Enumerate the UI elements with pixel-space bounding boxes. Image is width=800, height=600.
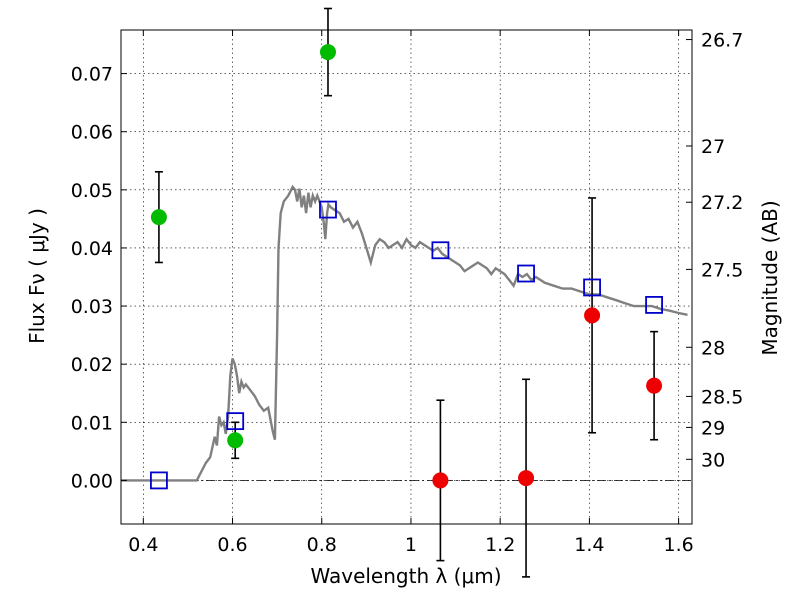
y-tick-label: 0.06	[71, 122, 113, 144]
sed-curve	[121, 184, 688, 482]
x-tick-label: 1	[405, 534, 417, 556]
plot-frame	[120, 29, 693, 525]
grid	[121, 30, 692, 524]
detection-point	[319, 44, 336, 61]
y-tick-label: 0.03	[71, 296, 113, 318]
detection-point	[227, 432, 244, 449]
model-photometry-square	[517, 264, 535, 283]
mag-tick-label: 26.7	[701, 30, 743, 52]
model-photometry-square	[431, 241, 450, 260]
non-detection-point	[646, 377, 663, 394]
mag-tick-label: 29	[701, 417, 725, 439]
y-tick-label: 0.04	[71, 238, 113, 260]
mag-tick-label: 28	[701, 337, 725, 359]
x-tick-label: 0.8	[307, 534, 337, 556]
model-photometry-square	[226, 412, 245, 431]
model-photometry-square	[150, 471, 168, 490]
ticks	[121, 30, 692, 524]
model-photometry-square	[583, 278, 601, 297]
mag-tick-label: 27	[701, 136, 725, 158]
x-tick-label: 1.4	[574, 534, 604, 556]
non-detection-point	[432, 472, 449, 489]
mag-tick-label: 27.2	[701, 192, 743, 214]
y-tick-label: 0.01	[71, 412, 113, 434]
tick-labels: 0.4 0.6 0.8 1 1.2 1.4 1.6 0.00 0.01 0.02 0.03 0.04 0…	[71, 30, 744, 556]
y2-axis-label: Magnitude (AB)	[758, 200, 782, 355]
x-axis-label: Wavelength λ (μm)	[310, 564, 501, 588]
model-photometry-square	[319, 200, 337, 219]
detection-point	[150, 209, 167, 226]
x-tick-label: 0.4	[128, 534, 158, 556]
mag-tick-label: 27.5	[701, 259, 743, 281]
model-sed	[121, 184, 688, 482]
mag-tick-label: 28.5	[701, 386, 743, 408]
markers	[150, 44, 663, 490]
y-axis-label: Flux Fν ( μJy )	[25, 208, 49, 344]
y-tick-label: 0.02	[71, 354, 113, 376]
y-tick-label: 0.05	[71, 180, 113, 202]
non-detection-point	[584, 307, 601, 324]
model-photometry-square	[645, 295, 663, 314]
mag-tick-label: 30	[701, 449, 725, 471]
non-detection-point	[518, 470, 535, 487]
x-tick-label: 1.6	[664, 534, 694, 556]
x-tick-label: 0.6	[217, 534, 247, 556]
x-tick-label: 1.2	[485, 534, 515, 556]
y-tick-label: 0.07	[71, 64, 113, 86]
y-tick-label: 0.00	[71, 470, 113, 492]
